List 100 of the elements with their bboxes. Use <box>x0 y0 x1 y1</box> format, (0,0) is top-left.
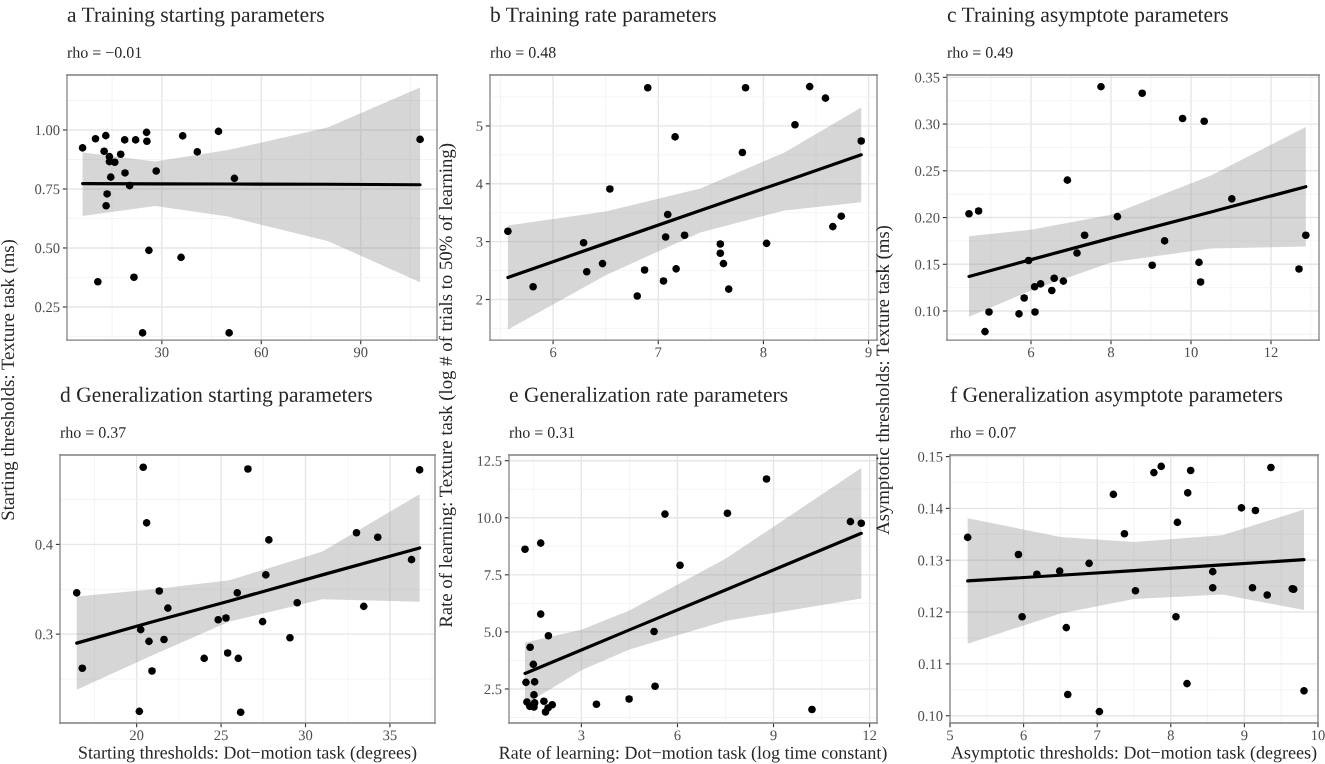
point <box>200 654 208 663</box>
point <box>625 695 633 703</box>
y-tick-label: 0.30 <box>915 119 940 130</box>
x-tick-label: 12 <box>863 730 877 741</box>
y-tick-label: 5.0 <box>484 627 502 638</box>
point <box>1228 195 1236 203</box>
point <box>606 185 614 193</box>
point <box>526 643 534 652</box>
chart-title: c Training asymptote parameters <box>947 7 1228 27</box>
point <box>1172 612 1180 621</box>
point <box>131 136 140 144</box>
point <box>723 509 732 518</box>
point <box>661 233 670 241</box>
point <box>1148 261 1156 270</box>
point <box>671 133 679 141</box>
point <box>265 536 273 544</box>
x-tick-label: 5 <box>947 730 954 741</box>
y-tick-label: 7.5 <box>484 570 502 581</box>
x-tick-label: 10 <box>1311 730 1325 741</box>
point <box>1138 89 1146 98</box>
y-tick-label: 12.5 <box>477 456 502 466</box>
point <box>544 631 553 640</box>
point <box>148 667 156 675</box>
point <box>1208 583 1217 592</box>
x-tick-label: 35 <box>383 730 397 741</box>
point <box>762 475 771 483</box>
point <box>846 517 855 526</box>
point <box>857 519 866 528</box>
point <box>1302 231 1310 240</box>
point <box>963 533 972 542</box>
point <box>530 678 539 686</box>
point <box>640 266 649 274</box>
x-tick-label: 9 <box>1241 730 1248 741</box>
point <box>102 201 110 210</box>
point <box>135 707 144 716</box>
point <box>1208 567 1217 576</box>
point <box>164 604 172 612</box>
point <box>1055 567 1064 575</box>
point <box>110 158 119 167</box>
point <box>138 329 147 337</box>
y-tick-label: 0.75 <box>35 184 60 195</box>
point <box>1186 466 1195 475</box>
point <box>223 649 232 657</box>
x-tick-label: 9 <box>865 347 872 358</box>
x-tick-label: 6 <box>674 730 681 741</box>
point <box>230 174 239 183</box>
point <box>78 144 87 152</box>
point <box>352 528 361 537</box>
point <box>1173 518 1182 527</box>
point <box>1014 550 1023 559</box>
point <box>1063 690 1072 699</box>
y-tick-label: 5 <box>476 121 483 132</box>
point <box>1024 256 1033 265</box>
x-tick-label: 8 <box>1107 347 1115 358</box>
point <box>530 691 538 699</box>
point <box>234 654 243 663</box>
point <box>94 277 102 286</box>
point <box>633 292 642 300</box>
point <box>91 134 100 143</box>
point <box>579 238 588 247</box>
point <box>659 277 668 285</box>
y-tick-label: 0.3 <box>35 629 53 640</box>
y-tick-label: 2 <box>476 294 483 305</box>
point <box>116 150 125 159</box>
point <box>233 589 242 597</box>
point <box>152 167 160 175</box>
chart-subtitle: rho = 0.07 <box>950 426 1016 438</box>
point <box>741 83 750 92</box>
point <box>244 465 252 473</box>
point <box>125 181 134 190</box>
point <box>680 231 689 240</box>
point <box>101 131 110 140</box>
point <box>540 697 548 706</box>
line-series <box>75 546 422 645</box>
point <box>1063 176 1072 184</box>
point <box>78 664 87 673</box>
chart-title: f Generalization asymptote parameters <box>950 386 1283 407</box>
y-tick-label: 0.20 <box>915 212 940 223</box>
point <box>1113 212 1122 221</box>
chart-title: a Training starting parameters <box>67 7 324 27</box>
y-tick-label: 10.0 <box>477 513 502 524</box>
point <box>598 259 607 268</box>
point <box>1097 82 1105 91</box>
point <box>139 463 148 472</box>
point <box>1178 114 1187 123</box>
point <box>544 704 552 712</box>
point <box>1150 468 1158 477</box>
point <box>177 253 185 262</box>
chart-subtitle: rho = 0.37 <box>60 426 126 438</box>
chart-subtitle: rho = 0.31 <box>509 426 575 438</box>
point <box>145 246 153 255</box>
x-tick-label: 60 <box>254 347 269 358</box>
y-tick-label: 0.50 <box>35 243 60 254</box>
point <box>1300 687 1308 695</box>
y-tick-label: 0.12 <box>918 607 943 618</box>
point <box>136 625 145 634</box>
y-tick-label: 0.25 <box>915 166 940 177</box>
point <box>142 519 151 527</box>
point <box>1267 463 1275 472</box>
x-tick-label: 10 <box>1184 347 1198 358</box>
